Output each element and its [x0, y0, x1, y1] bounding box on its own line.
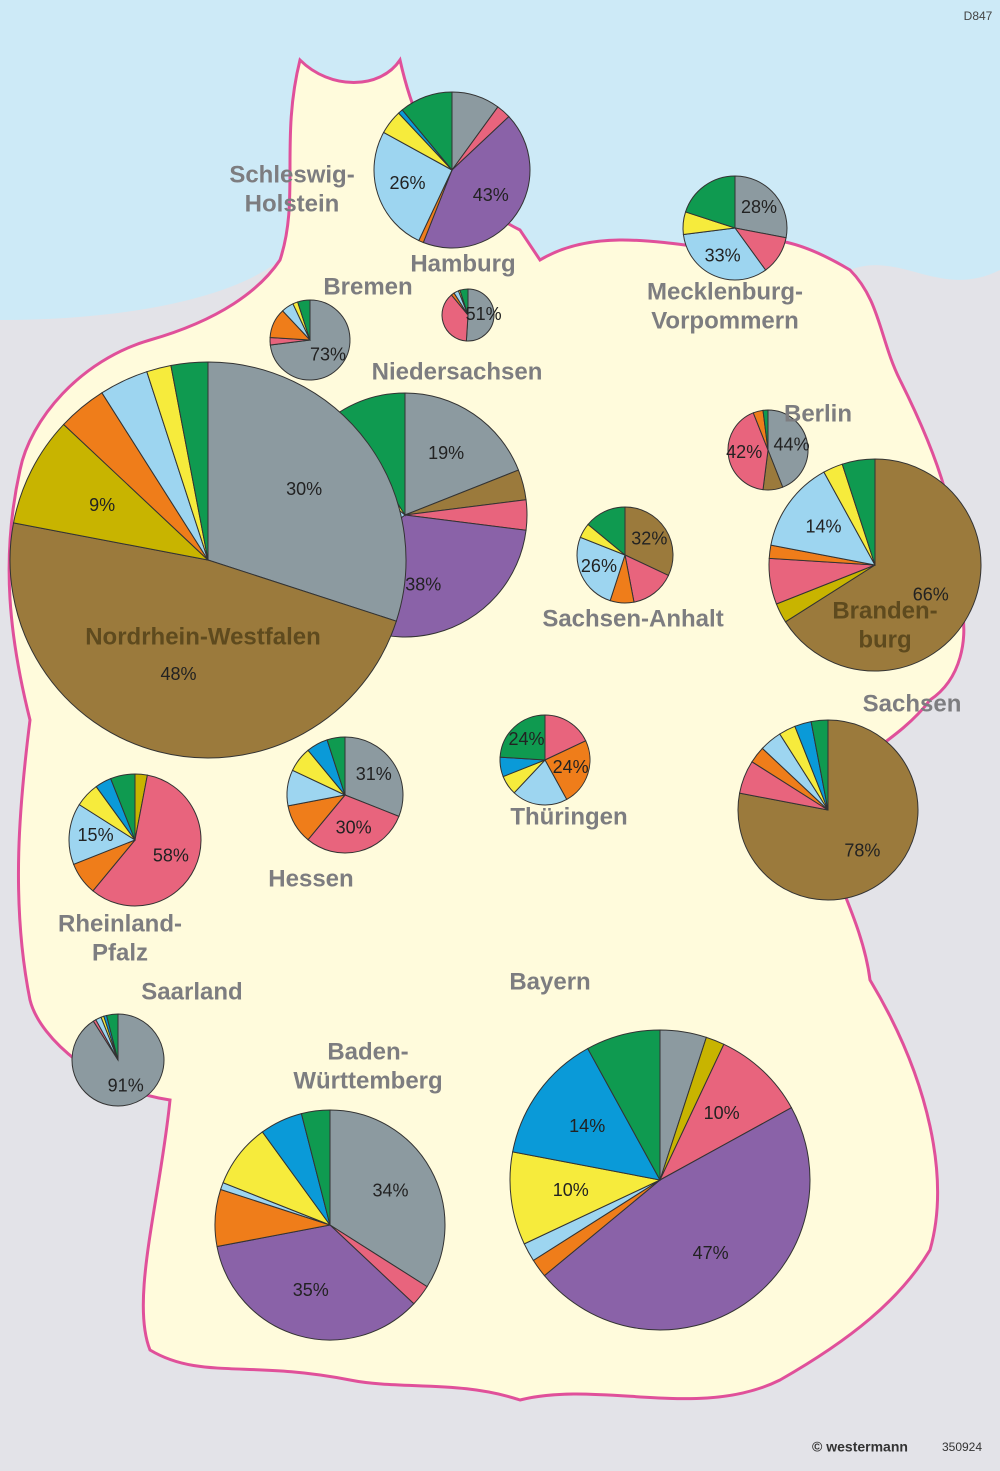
state-name: burg	[858, 626, 911, 653]
state-name: Niedersachsen	[372, 358, 543, 385]
pie-segment	[587, 506, 626, 557]
pie-segment	[684, 175, 736, 229]
pie-segment	[762, 409, 769, 451]
value-label: 58%	[153, 846, 189, 866]
pie-segment	[658, 1043, 793, 1182]
pie-segment	[459, 288, 469, 316]
state-name: Hessen	[268, 865, 353, 892]
value-label: 19%	[428, 443, 464, 463]
value-label: 42%	[726, 442, 762, 462]
value-label: 26%	[389, 173, 425, 193]
pie-segment	[513, 759, 568, 806]
pie-segment	[499, 714, 546, 761]
value-label: 31%	[356, 764, 392, 784]
pie-segment	[441, 294, 469, 342]
pie-segment	[587, 1029, 661, 1181]
value-label: 47%	[693, 1243, 729, 1263]
pie-segment	[401, 91, 453, 172]
value-label: 9%	[89, 495, 115, 515]
pie-segment	[307, 794, 400, 854]
state-name: Thüringen	[510, 803, 627, 830]
value-label: 48%	[160, 664, 196, 684]
state-name: Nordrhein-Westfalen	[85, 623, 321, 650]
state-name: Baden-	[327, 1038, 408, 1065]
copyright: © westermann	[812, 1439, 908, 1455]
value-label: 10%	[704, 1103, 740, 1123]
pie-segment	[624, 506, 674, 577]
value-label: 14%	[806, 516, 842, 536]
state-name: Württemberg	[293, 1067, 442, 1094]
pie-segment	[404, 392, 520, 516]
value-label: 33%	[705, 245, 741, 265]
pie-segment	[509, 1151, 662, 1245]
value-label: 30%	[286, 479, 322, 499]
value-label: 44%	[774, 434, 810, 454]
state-name: Vorpommern	[651, 307, 799, 334]
pie-segment	[810, 719, 829, 811]
state-name: Hamburg	[410, 250, 515, 277]
pie-segment	[422, 115, 531, 249]
state-name: Bayern	[509, 968, 590, 995]
state-name: Branden-	[832, 597, 937, 624]
value-label: 30%	[336, 817, 372, 837]
value-label: 43%	[473, 185, 509, 205]
state-name: Bremen	[323, 273, 412, 300]
pie-segment	[216, 1224, 415, 1341]
state-name: Saarland	[141, 978, 242, 1005]
pie-segment	[682, 227, 767, 281]
pie-segment	[344, 736, 404, 818]
pie-segment	[734, 175, 788, 239]
pie-segment	[784, 458, 982, 672]
state-name: Rheinland-	[58, 910, 182, 937]
pie-segment	[12, 423, 210, 561]
value-label: 35%	[293, 1280, 329, 1300]
value-label: 91%	[108, 1075, 144, 1095]
pie-segment	[68, 803, 137, 865]
value-label: 26%	[581, 556, 617, 576]
pie-segment	[544, 740, 591, 801]
pie-segment	[110, 773, 136, 841]
pie-segment	[465, 288, 495, 342]
pie-segment	[326, 736, 346, 796]
value-label: 24%	[553, 757, 589, 777]
pie-segment	[727, 412, 769, 491]
value-label: 51%	[466, 304, 502, 324]
pie-segment	[329, 1109, 446, 1288]
value-label: 34%	[372, 1181, 408, 1201]
state-name: Holstein	[245, 190, 340, 217]
pie-segment	[576, 536, 626, 602]
pie-segment	[543, 1107, 811, 1331]
pie-segment	[170, 361, 209, 561]
pie-segment	[767, 409, 809, 488]
value-label: 73%	[310, 345, 346, 365]
state-name: Pfalz	[92, 939, 148, 966]
pie-segment	[512, 1047, 661, 1181]
pie-segment	[92, 774, 202, 907]
value-label: 10%	[553, 1180, 589, 1200]
state-name: Mecklenburg-	[647, 278, 803, 305]
pie-segment	[770, 471, 876, 566]
value-label: 24%	[509, 729, 545, 749]
pie-segment	[841, 458, 876, 566]
state-name: Sachsen	[863, 690, 962, 717]
value-label: 78%	[844, 840, 880, 860]
pie-segment	[9, 522, 397, 759]
value-label: 32%	[631, 528, 667, 548]
pie-segment	[544, 714, 587, 761]
value-label: 14%	[569, 1116, 605, 1136]
state-name: Sachsen-Anhalt	[542, 605, 723, 632]
state-name: Berlin	[784, 400, 852, 427]
pie-segment	[297, 299, 311, 341]
value-label: 66%	[913, 584, 949, 604]
map-number: 350924	[942, 1440, 982, 1454]
pie-segment	[207, 361, 407, 622]
value-label: 15%	[78, 825, 114, 845]
map-code: D847	[964, 9, 993, 23]
pie-segment	[105, 1013, 119, 1061]
pie-segment	[300, 1109, 331, 1226]
state-name: Schleswig-	[229, 161, 354, 188]
value-label: 28%	[741, 197, 777, 217]
value-label: 38%	[405, 575, 441, 595]
